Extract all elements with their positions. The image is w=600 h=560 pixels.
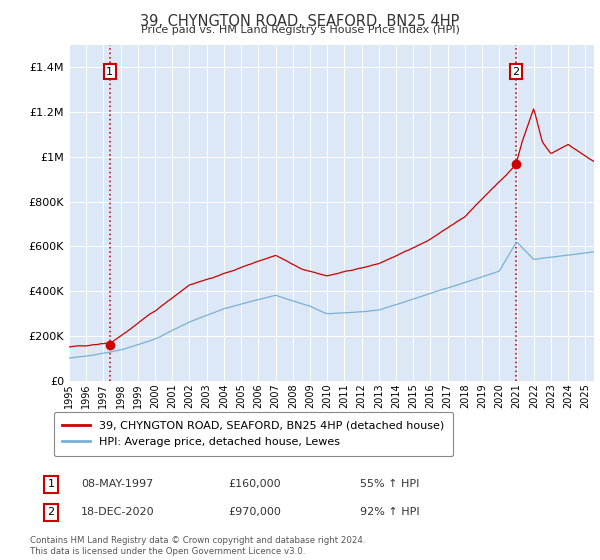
Text: £970,000: £970,000: [228, 507, 281, 517]
Text: 1: 1: [106, 67, 113, 77]
Legend: 39, CHYNGTON ROAD, SEAFORD, BN25 4HP (detached house), HPI: Average price, detac: 39, CHYNGTON ROAD, SEAFORD, BN25 4HP (de…: [53, 412, 453, 456]
Text: Price paid vs. HM Land Registry's House Price Index (HPI): Price paid vs. HM Land Registry's House …: [140, 25, 460, 35]
Text: 92% ↑ HPI: 92% ↑ HPI: [360, 507, 419, 517]
Text: 2: 2: [47, 507, 55, 517]
Text: 55% ↑ HPI: 55% ↑ HPI: [360, 479, 419, 489]
Text: 2: 2: [512, 67, 520, 77]
Text: 18-DEC-2020: 18-DEC-2020: [81, 507, 155, 517]
Text: 1: 1: [47, 479, 55, 489]
Text: £160,000: £160,000: [228, 479, 281, 489]
Text: 39, CHYNGTON ROAD, SEAFORD, BN25 4HP: 39, CHYNGTON ROAD, SEAFORD, BN25 4HP: [140, 14, 460, 29]
Text: 08-MAY-1997: 08-MAY-1997: [81, 479, 153, 489]
Text: Contains HM Land Registry data © Crown copyright and database right 2024.
This d: Contains HM Land Registry data © Crown c…: [30, 536, 365, 556]
